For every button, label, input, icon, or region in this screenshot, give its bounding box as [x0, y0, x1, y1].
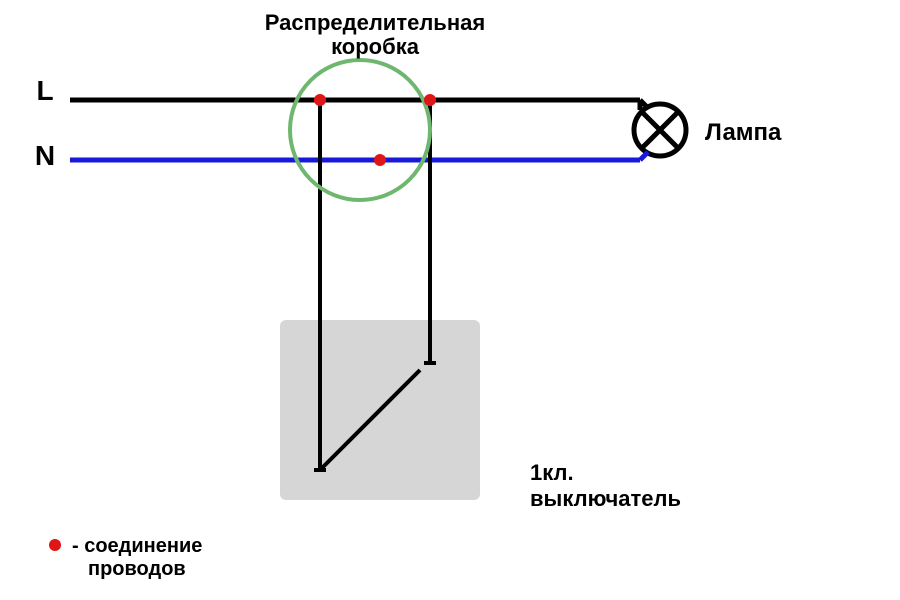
junction-node-1 [314, 94, 326, 106]
wire-N-lamp-link [640, 152, 648, 160]
label-L: L [36, 75, 53, 106]
junction-node-2 [424, 94, 436, 106]
label-legend-line1: - соединение [72, 535, 202, 557]
label-legend-line2: проводов [88, 558, 186, 580]
label-switch-line1: 1кл. [530, 460, 574, 485]
label-junction-line2: коробка [331, 34, 420, 59]
label-lamp: Лампа [705, 119, 782, 146]
junction-box-circle [290, 60, 430, 200]
label-junction-line1: Распределительная [265, 10, 485, 35]
label-N: N [35, 140, 55, 171]
lamp-icon [634, 104, 686, 156]
junction-node-3 [374, 154, 386, 166]
wiring-diagram: Распределительная коробка L N Лампа 1кл.… [0, 0, 900, 600]
label-switch-line2: выключатель [530, 486, 681, 511]
legend-dot-icon [49, 539, 61, 551]
